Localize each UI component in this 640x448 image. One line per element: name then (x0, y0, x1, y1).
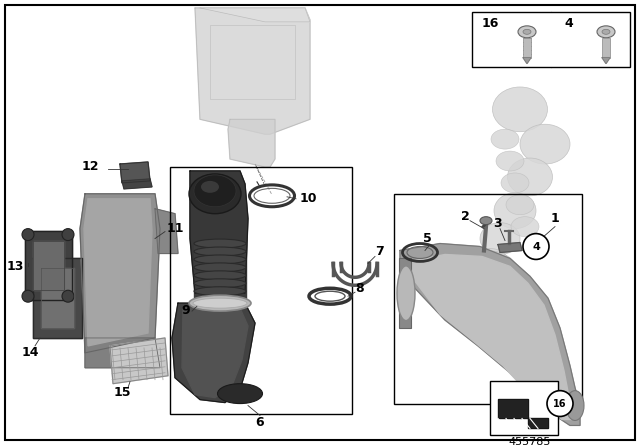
Polygon shape (190, 171, 248, 293)
Ellipse shape (22, 228, 34, 241)
Ellipse shape (471, 249, 509, 278)
Ellipse shape (62, 290, 74, 302)
Ellipse shape (547, 391, 573, 417)
Text: 9: 9 (182, 304, 190, 317)
Ellipse shape (397, 266, 415, 321)
Ellipse shape (189, 295, 251, 311)
Polygon shape (33, 241, 64, 290)
Polygon shape (25, 231, 72, 300)
Polygon shape (194, 244, 246, 298)
Polygon shape (172, 303, 255, 403)
Ellipse shape (494, 193, 536, 228)
Ellipse shape (194, 175, 236, 207)
Polygon shape (498, 399, 548, 428)
Ellipse shape (194, 239, 246, 248)
Text: 6: 6 (256, 416, 264, 429)
Polygon shape (523, 58, 531, 64)
Ellipse shape (597, 26, 615, 38)
Polygon shape (498, 242, 522, 253)
Polygon shape (84, 199, 152, 346)
Polygon shape (155, 209, 178, 254)
Polygon shape (85, 338, 160, 368)
Ellipse shape (194, 247, 246, 256)
Polygon shape (110, 338, 168, 383)
Polygon shape (602, 58, 610, 64)
Text: 4: 4 (564, 17, 573, 30)
Ellipse shape (506, 195, 534, 215)
FancyBboxPatch shape (210, 25, 295, 99)
Text: 16: 16 (481, 17, 499, 30)
Text: 15: 15 (113, 386, 131, 399)
Text: 12: 12 (81, 160, 99, 173)
Ellipse shape (523, 233, 549, 259)
Polygon shape (195, 8, 310, 134)
Text: 3: 3 (493, 217, 501, 230)
Ellipse shape (194, 255, 246, 264)
Polygon shape (228, 119, 275, 167)
Ellipse shape (201, 181, 219, 193)
Ellipse shape (520, 124, 570, 164)
Polygon shape (33, 258, 82, 338)
Ellipse shape (194, 271, 246, 280)
Ellipse shape (602, 29, 610, 34)
Ellipse shape (460, 251, 520, 306)
Text: 7: 7 (376, 245, 385, 258)
FancyBboxPatch shape (472, 12, 630, 67)
Text: 16: 16 (553, 399, 567, 409)
Polygon shape (41, 268, 74, 328)
Ellipse shape (511, 217, 539, 237)
Text: 8: 8 (356, 282, 364, 295)
Text: 10: 10 (300, 192, 317, 205)
Ellipse shape (22, 290, 34, 302)
Ellipse shape (566, 391, 584, 421)
Ellipse shape (480, 217, 492, 224)
Text: 455785: 455785 (509, 437, 551, 448)
Polygon shape (400, 244, 580, 426)
FancyBboxPatch shape (602, 38, 610, 58)
Polygon shape (200, 8, 310, 22)
Polygon shape (80, 194, 160, 353)
Ellipse shape (470, 260, 510, 296)
Ellipse shape (496, 151, 524, 171)
FancyBboxPatch shape (523, 38, 531, 58)
Polygon shape (122, 179, 152, 189)
Ellipse shape (491, 129, 519, 149)
FancyBboxPatch shape (490, 381, 558, 435)
Text: 4: 4 (532, 241, 540, 251)
Polygon shape (410, 254, 572, 419)
Text: 13: 13 (6, 260, 24, 273)
Ellipse shape (193, 298, 247, 308)
Ellipse shape (218, 383, 262, 404)
Text: 11: 11 (166, 222, 184, 235)
Text: 1: 1 (550, 212, 559, 225)
Ellipse shape (493, 87, 547, 132)
FancyBboxPatch shape (5, 5, 635, 440)
Text: 2: 2 (461, 210, 469, 223)
Text: 14: 14 (21, 346, 39, 359)
Ellipse shape (501, 173, 529, 193)
Ellipse shape (508, 158, 552, 196)
Ellipse shape (480, 223, 520, 254)
Ellipse shape (189, 174, 241, 214)
Ellipse shape (62, 228, 74, 241)
Ellipse shape (518, 26, 536, 38)
Ellipse shape (523, 29, 531, 34)
FancyBboxPatch shape (399, 258, 411, 328)
Ellipse shape (194, 279, 246, 288)
Ellipse shape (194, 263, 246, 272)
Ellipse shape (194, 287, 246, 296)
Polygon shape (182, 308, 248, 397)
Polygon shape (120, 162, 150, 183)
Text: 5: 5 (422, 232, 431, 245)
